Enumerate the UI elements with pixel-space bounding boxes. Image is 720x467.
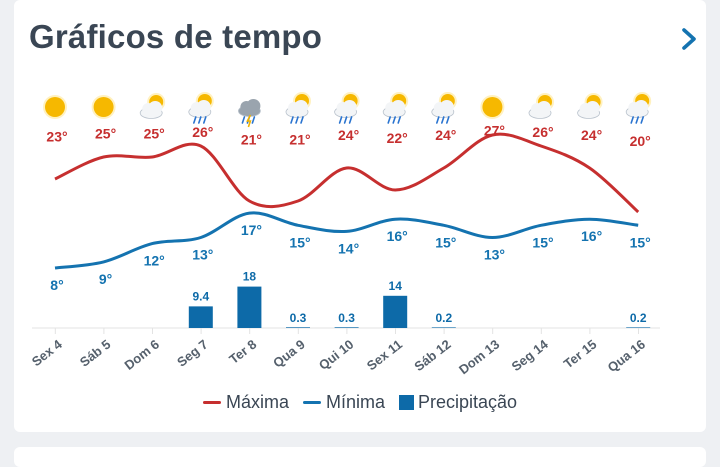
sunny-icon <box>91 95 116 119</box>
legend-item-max[interactable]: Máxima <box>202 392 289 413</box>
precip-bar <box>237 286 262 328</box>
max-temp-label: 25° <box>95 126 116 142</box>
x-tick-label: Qua 9 <box>270 337 308 371</box>
sun-rain-icon <box>285 92 311 124</box>
sun-rain-icon <box>334 92 360 124</box>
weather-charts-card: Gráficos de tempo 23° 25° 25° 26° 21° 21° 24° 2… <box>14 0 706 432</box>
min-temp-label: 15° <box>435 234 456 250</box>
max-temp-label: 21° <box>289 132 310 148</box>
precip-label: 18 <box>243 270 257 284</box>
x-tick-label: Dom 13 <box>456 337 502 378</box>
x-tick-label: Ter 8 <box>226 337 259 367</box>
precip-bar <box>334 327 359 328</box>
max-temp-label: 24° <box>338 127 359 143</box>
min-temp-label: 13° <box>192 247 213 263</box>
precip-label: 0.2 <box>630 311 647 325</box>
min-temp-label: 15° <box>289 234 310 250</box>
partly-cloudy-icon <box>139 93 166 119</box>
min-temp-label: 15° <box>630 234 651 250</box>
min-temp-label: 15° <box>532 234 553 250</box>
legend-item-min[interactable]: Mínima <box>302 392 385 413</box>
weather-chart: 23° 25° 25° 26° 21° 21° 24° 22° 24° 27° 26° 24° 20° … <box>29 92 660 378</box>
max-temp-label: 22° <box>387 130 408 146</box>
precip-bar <box>626 327 651 328</box>
precip-bar <box>286 327 310 328</box>
x-tick-label: Ter 15 <box>561 337 600 372</box>
min-temp-label: 16° <box>581 228 602 244</box>
x-tick-label: Qui 10 <box>316 337 357 373</box>
precip-label: 0.2 <box>435 311 452 325</box>
max-temp-label: 26° <box>192 124 213 140</box>
precip-bar <box>188 306 213 328</box>
min-temp-label: 13° <box>484 247 505 263</box>
x-tick-label: Sáb 5 <box>77 337 114 370</box>
max-temp-label: 21° <box>241 132 262 148</box>
max-temp-label: 25° <box>144 126 165 142</box>
legend-max-label: Máxima <box>225 392 289 412</box>
precip-bar <box>383 295 408 328</box>
precip-label: 0.3 <box>338 311 355 325</box>
thunderstorm-icon <box>237 99 261 128</box>
min-temp-label: 9° <box>99 271 112 287</box>
precip-label: 9.4 <box>192 289 209 303</box>
legend-precip-label: Precipitação <box>417 392 518 412</box>
chevron-right-icon[interactable] <box>674 22 704 56</box>
x-tick-label: Qua 16 <box>605 337 648 376</box>
max-temp-label: 26° <box>532 124 553 140</box>
legend-max-swatch <box>202 401 221 404</box>
legend-min-swatch <box>302 401 321 404</box>
x-tick-label: Sex 4 <box>29 336 66 369</box>
legend-min-label: Mínima <box>325 392 385 412</box>
page-title: Gráficos de tempo <box>29 18 323 55</box>
precip-bar <box>431 327 456 328</box>
x-tick-label: Seg 14 <box>509 336 552 374</box>
min-temp-label: 16° <box>387 228 408 244</box>
chart-legend: Máxima Mínima Precipitação <box>14 392 706 413</box>
sunny-icon <box>43 95 67 119</box>
sun-rain-icon <box>625 92 652 124</box>
min-temp-label: 12° <box>144 253 165 269</box>
max-temp-line <box>54 132 640 214</box>
min-temp-label: 17° <box>241 222 262 238</box>
legend-item-precip[interactable]: Precipitação <box>398 392 518 413</box>
max-temp-label: 24° <box>435 127 456 143</box>
max-temp-label: 23° <box>46 129 67 145</box>
sunny-icon <box>480 95 505 119</box>
min-temp-label: 8° <box>50 277 63 293</box>
max-temp-label: 24° <box>581 127 602 143</box>
next-card <box>14 447 706 467</box>
sun-rain-icon <box>431 92 457 124</box>
min-temp-line <box>54 211 639 270</box>
precip-label: 0.3 <box>290 311 307 325</box>
x-tick-label: Seg 7 <box>174 337 211 370</box>
sun-rain-icon <box>382 92 409 124</box>
x-tick-label: Dom 6 <box>122 337 163 373</box>
partly-cloudy-icon <box>577 93 603 119</box>
x-tick-label: Sex 11 <box>364 337 405 374</box>
min-temp-label: 14° <box>338 240 359 256</box>
x-tick-label: Sáb 12 <box>411 337 453 375</box>
sun-rain-icon <box>188 92 214 124</box>
precip-label: 14 <box>389 279 403 293</box>
partly-cloudy-icon <box>528 93 554 119</box>
legend-precip-swatch <box>398 395 414 410</box>
max-temp-label: 20° <box>630 133 651 149</box>
